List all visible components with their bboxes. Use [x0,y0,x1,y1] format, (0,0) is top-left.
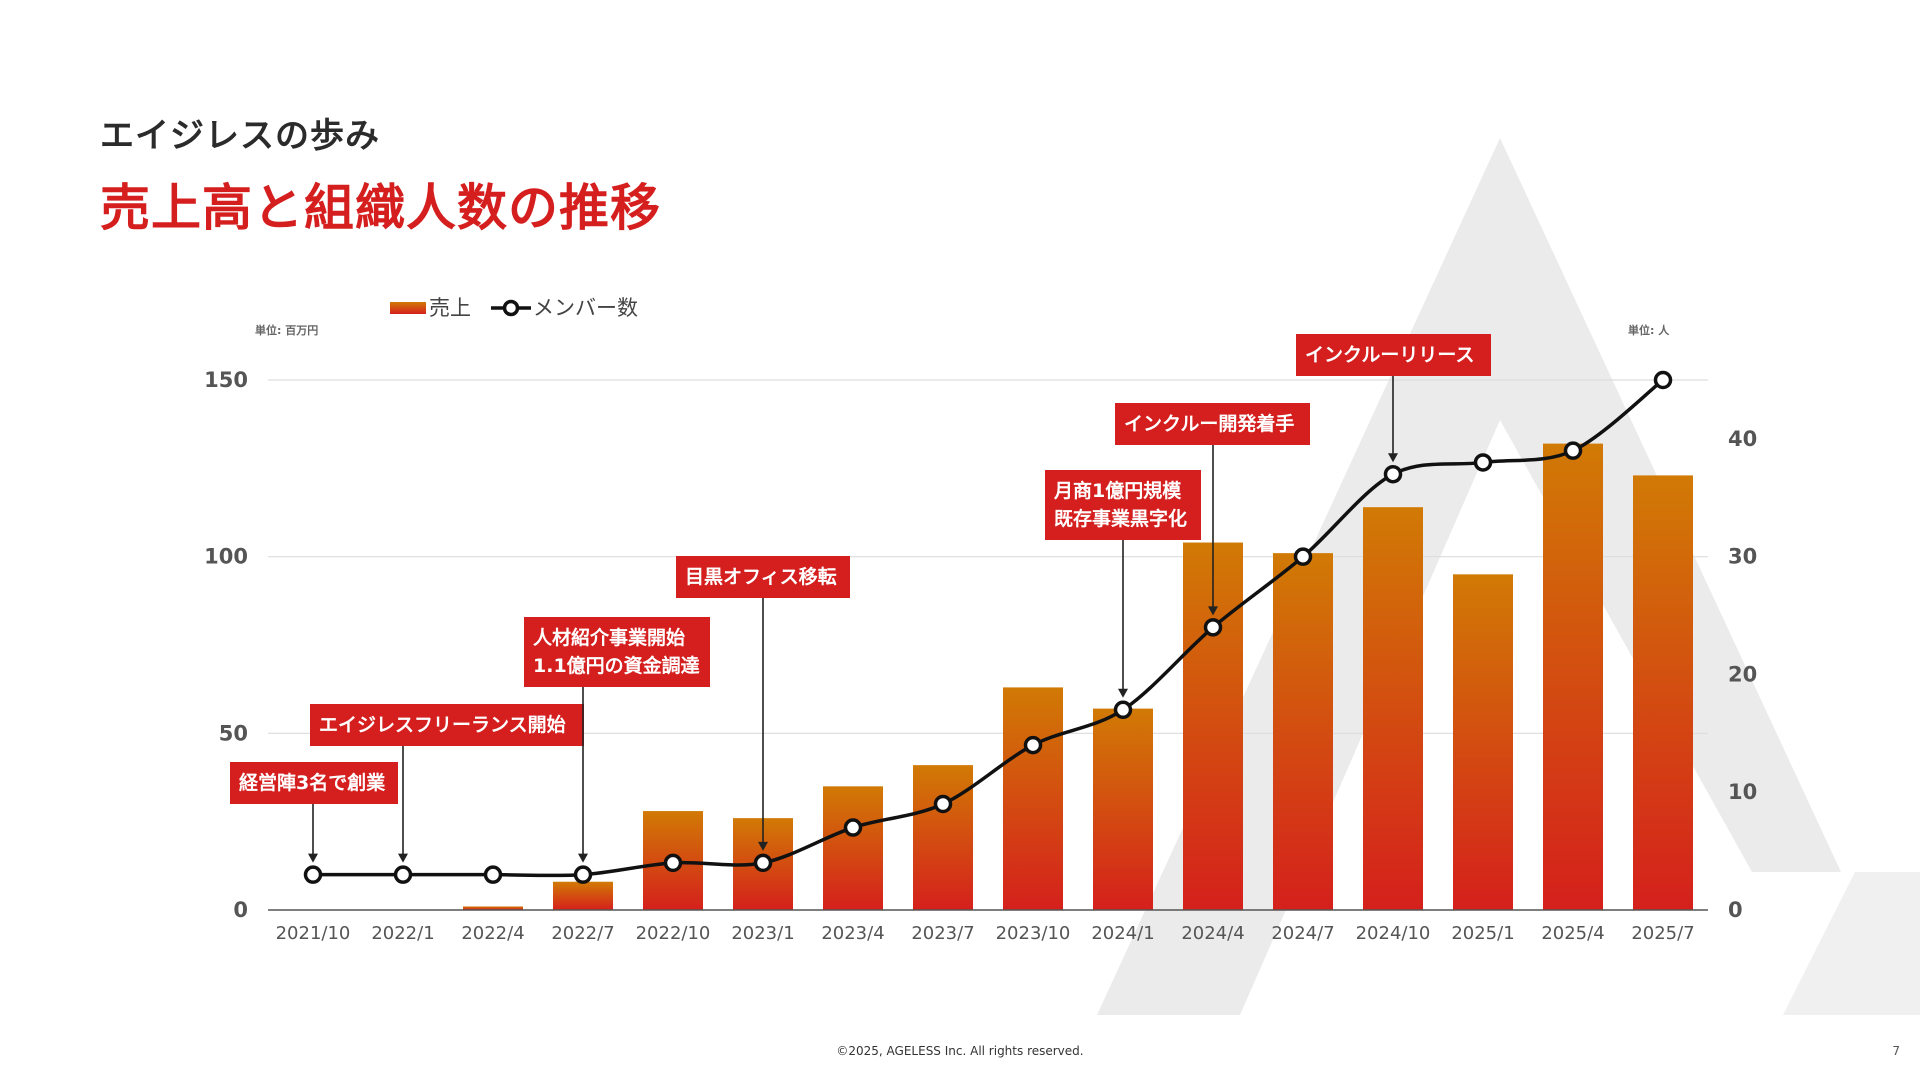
annotation-text: 1.1億円の資金調達 [533,654,700,677]
annotation-box [230,762,398,804]
sales-bar [1273,553,1333,910]
legend-line-marker [502,299,520,317]
members-point [1473,453,1493,472]
legend-label-sales: 売上 [429,296,471,320]
members-point [1653,370,1673,390]
sales-bar [1363,507,1423,910]
right-unit-label: 単位: 人 [1628,323,1670,337]
annotation-text: 目黒オフィス移転 [685,565,837,588]
y-right-tick-label: 10 [1728,780,1757,804]
annotation-text: 既存事業黒字化 [1054,507,1187,530]
members-point [843,818,863,837]
y-left-tick-label: 150 [204,368,248,392]
y-left-tick-label: 50 [219,721,248,745]
members-point [393,865,413,884]
page-title: 売上高と組織人数の推移 [100,179,661,237]
y-right-tick-label: 0 [1728,898,1743,922]
annotation-arrowhead [1388,453,1398,463]
x-tick-label: 2023/4 [821,923,884,944]
sales-bar [553,881,613,910]
y-left-tick-label: 100 [204,545,248,569]
annotation-text: エイジレスフリーランス開始 [319,713,566,736]
x-tick-label: 2023/10 [996,923,1071,944]
sales-bar [463,906,523,910]
annotation-text: 経営陣3名で創業 [239,771,386,794]
members-line [312,378,1665,878]
x-tick-label: 2024/4 [1181,923,1244,944]
x-tick-label: 2024/1 [1091,923,1154,944]
annotation-arrowhead [578,853,588,863]
x-tick-label: 2022/10 [636,923,711,944]
members-point [1383,464,1403,484]
members-point [1113,700,1133,720]
x-tick-label: 2023/1 [731,923,794,944]
legend-label-members: メンバー数 [533,296,638,320]
members-point [663,853,683,873]
annotation-text: 人材紹介事業開始 [533,626,685,649]
annotation-text: 月商1億円規模 [1053,479,1182,502]
page-subtitle: エイジレスの歩み [100,116,380,156]
sales-bar [1543,443,1603,910]
x-tick-label: 2023/7 [911,923,974,944]
y-right-tick-label: 20 [1728,662,1757,686]
annotation-text: インクルーリリース [1305,344,1474,366]
y-right-tick-label: 30 [1728,545,1757,569]
sales-bar [1093,708,1153,910]
y-left-tick-label: 0 [233,898,248,922]
annotation-arrowhead [308,853,318,863]
sales-bar [913,765,973,910]
annotation-arrowhead [758,841,768,851]
annotation-box [676,556,850,598]
copyright-footer: ©2025, AGELESS Inc. All rights reserved. [836,1044,1084,1058]
members-point [933,794,953,814]
annotation-box [524,617,710,687]
members-point [1023,735,1043,755]
x-tick-label: 2025/7 [1631,923,1694,944]
x-tick-label: 2022/4 [461,923,524,944]
x-tick-label: 2022/7 [551,923,614,944]
x-tick-label: 2025/1 [1451,923,1514,944]
annotation-arrowhead [398,853,408,863]
sales-bar [1003,687,1063,910]
annotation-arrowhead [1208,606,1218,616]
annotation-arrowhead [1118,688,1128,698]
annotation-box [1296,334,1491,376]
x-tick-label: 2021/10 [276,923,351,944]
members-point [1293,547,1313,566]
y-right-tick-label: 40 [1728,427,1757,451]
members-point [753,853,773,873]
left-unit-label: 単位: 百万円 [255,323,318,337]
members-point [483,865,503,884]
sales-bar [1633,475,1693,910]
legend-bar-swatch [390,302,426,314]
annotation-box [1115,403,1310,445]
sales-bar [823,786,883,910]
annotation-box [310,704,584,746]
members-point [1203,618,1223,637]
x-tick-label: 2022/1 [371,923,434,944]
annotation-box [1045,470,1201,540]
members-point [303,865,323,884]
x-tick-label: 2025/4 [1541,923,1604,944]
members-point [573,865,593,884]
members-point [1563,441,1583,460]
page-number: 7 [1892,1044,1900,1058]
x-tick-label: 2024/10 [1356,923,1431,944]
sales-bar [1453,574,1513,910]
x-tick-label: 2024/7 [1271,923,1334,944]
annotation-text: インクルー開発着手 [1124,412,1294,435]
